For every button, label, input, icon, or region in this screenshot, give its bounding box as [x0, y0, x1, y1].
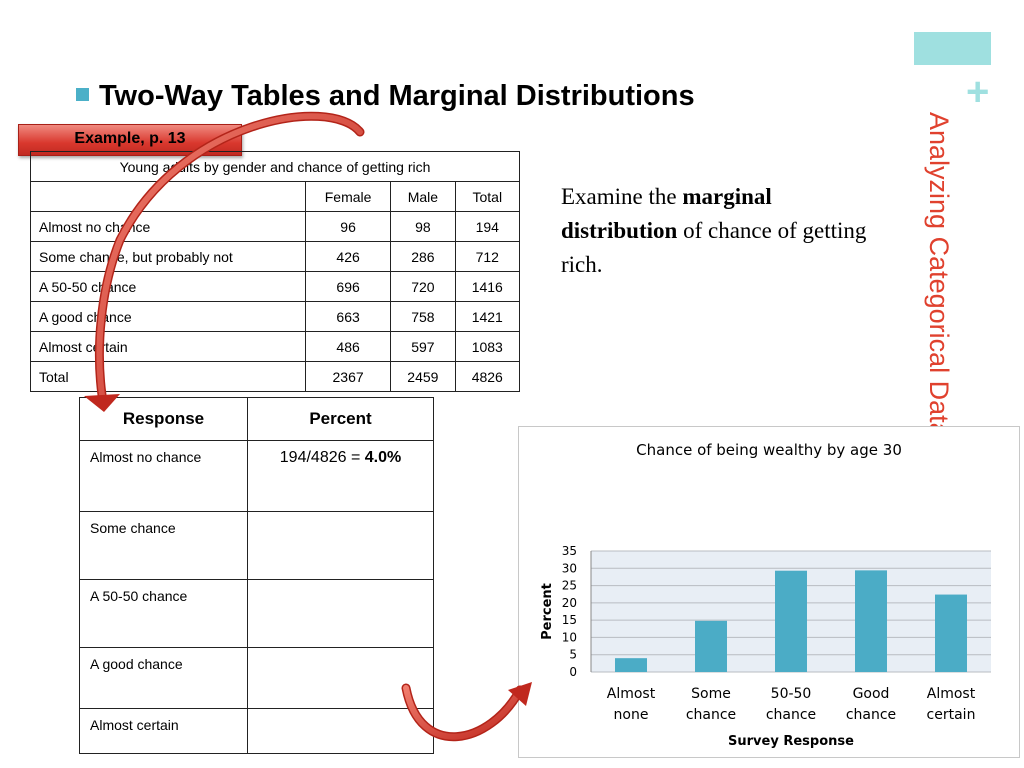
row-label: A 50-50 chance [30, 271, 306, 302]
x-tick-label: Almost [607, 686, 656, 702]
row-label: Some chance, but probably not [30, 241, 306, 272]
y-tick-label: 20 [562, 596, 577, 610]
table-cell: 1416 [454, 271, 521, 302]
x-tick-label: chance [846, 707, 896, 723]
table-row: Almost certain 486 597 1083 [30, 331, 521, 362]
table-cell: 1421 [454, 301, 521, 332]
heading-text: Two-Way Tables and Marginal Distribution… [99, 80, 695, 112]
square-bullet-icon [76, 88, 89, 101]
percent-formula: 194/4826 = [279, 449, 365, 466]
table-row: Some chance, but probably not 426 286 712 [30, 241, 521, 272]
table-header-row: Female Male Total [30, 181, 521, 212]
y-tick-label: 35 [562, 544, 577, 558]
table-cell: 758 [390, 301, 456, 332]
table-cell: 486 [304, 331, 392, 362]
table-row: Total 2367 2459 4826 [30, 361, 521, 392]
y-tick-label: 30 [562, 561, 577, 575]
percent-header: Percent [247, 397, 434, 441]
bar [615, 658, 647, 672]
response-cell: Almost no chance [79, 440, 248, 512]
bar [695, 620, 727, 672]
table-cell: 712 [454, 241, 521, 272]
row-label: Total [30, 361, 306, 392]
examine-bold: marginal distribution [561, 184, 772, 243]
percent-cell [247, 647, 434, 709]
table-row: Almost no chance 96 98 194 [30, 211, 521, 242]
response-cell: A good chance [79, 647, 248, 709]
table-row: A good chance [79, 647, 434, 709]
accent-bar [914, 32, 991, 65]
examine-post: of chance of getting rich. [561, 218, 867, 277]
x-tick-label: none [614, 707, 649, 723]
x-tick-label: certain [927, 707, 976, 723]
table-cell: 1083 [454, 331, 521, 362]
plus-icon: + [966, 70, 990, 114]
table-cell: 2367 [304, 361, 392, 392]
marginal-table: Response Percent Almost no chance 194/482… [79, 397, 434, 754]
x-tick-label: 50-50 [771, 686, 812, 702]
table-row: Almost certain [79, 708, 434, 754]
table-cell: 98 [390, 211, 456, 242]
table-cell: 696 [304, 271, 392, 302]
chart-svg: 0 5 10 15 20 25 30 35 Almost none Some chance 50-50 c… [540, 544, 991, 749]
table-row: A 50-50 chance 696 720 1416 [30, 271, 521, 302]
side-title: Analyzing Categorical Data [924, 112, 954, 432]
percent-result: 4.0% [364, 449, 402, 466]
table-cell: 286 [390, 241, 456, 272]
y-axis-label: Percent [540, 583, 555, 640]
x-tick-label: Some [691, 686, 731, 702]
chart-title: Chance of being wealthy by age 30 [636, 441, 902, 459]
y-tick-label: 25 [562, 579, 577, 593]
table-cell: 663 [304, 301, 392, 332]
percent-cell: 194/4826 = 4.0% [247, 440, 434, 512]
table-cell: 194 [454, 211, 521, 242]
response-cell: Almost certain [79, 708, 248, 754]
y-tick-label: 0 [569, 665, 577, 679]
table-cell: 2459 [390, 361, 456, 392]
percent-cell [247, 511, 434, 580]
column-header: Male [390, 181, 456, 212]
percent-cell [247, 579, 434, 648]
column-header [30, 181, 306, 212]
bar [935, 594, 967, 672]
response-cell: A 50-50 chance [79, 579, 248, 648]
column-header: Total [454, 181, 521, 212]
x-tick-label: chance [766, 707, 816, 723]
side-title-container: Analyzing Categorical Data [920, 112, 960, 432]
response-cell: Some chance [79, 511, 248, 580]
column-header: Female [304, 181, 392, 212]
y-tick-label: 15 [562, 613, 577, 627]
table-cell: 4826 [454, 361, 521, 392]
x-tick-label: chance [686, 707, 736, 723]
response-header: Response [79, 397, 248, 441]
row-label: Almost certain [30, 331, 306, 362]
examine-text: Examine the marginal distribution of cha… [561, 180, 871, 282]
percent-cell [247, 708, 434, 754]
bar-chart: Chance of being wealthy by age 30 0 5 10 15… [518, 426, 1020, 758]
table-row: Some chance [79, 511, 434, 580]
y-tick-label: 5 [569, 648, 577, 662]
x-tick-label: Good [853, 686, 890, 702]
x-tick-label: Almost [927, 686, 976, 702]
bar [855, 570, 887, 672]
table-caption: Young adults by gender and chance of get… [30, 151, 520, 182]
x-axis-label: Survey Response [728, 734, 854, 749]
y-tick-label: 10 [562, 630, 577, 644]
row-label: Almost no chance [30, 211, 306, 242]
table-cell: 96 [304, 211, 392, 242]
two-way-table: Young adults by gender and chance of get… [30, 151, 521, 392]
slide-heading: Two-Way Tables and Marginal Distribution… [76, 80, 695, 113]
table-cell: 720 [390, 271, 456, 302]
table-row: Almost no chance 194/4826 = 4.0% [79, 440, 434, 512]
bar [775, 570, 807, 672]
table-cell: 597 [390, 331, 456, 362]
table-cell: 426 [304, 241, 392, 272]
row-label: A good chance [30, 301, 306, 332]
table-row: A 50-50 chance [79, 579, 434, 648]
examine-pre: Examine the [561, 184, 683, 209]
table-row: A good chance 663 758 1421 [30, 301, 521, 332]
